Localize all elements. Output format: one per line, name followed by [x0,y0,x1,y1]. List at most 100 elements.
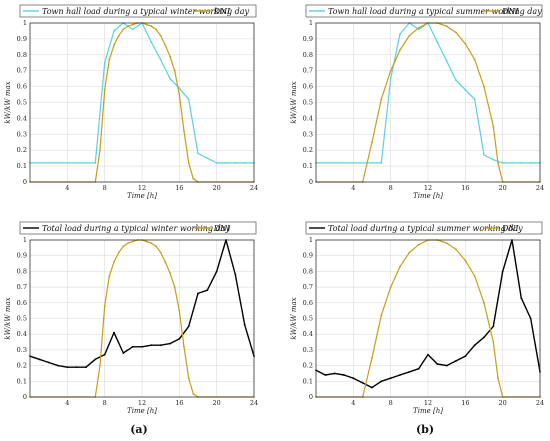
y-tick-label: 0.9 [303,35,313,43]
data-point [117,34,120,37]
data-point [113,44,115,47]
y-tick-label: 0.1 [17,377,27,385]
data-point [464,88,467,91]
data-point [187,162,190,164]
y-tick-label: 0.3 [303,346,313,354]
data-point [187,377,190,380]
y-tick-label: 0.2 [17,362,27,370]
x-tick-label: 20 [213,184,221,192]
y-tick-label: 0.1 [303,377,313,385]
x-axis-label: Time [h] [127,407,157,415]
x-tick-label: 24 [250,184,258,192]
legend-entry-1: DNI [213,7,231,16]
y-tick-label: 0 [309,178,313,186]
data-point [529,162,532,164]
data-point [520,297,523,299]
data-point [445,25,448,28]
data-point [169,77,171,80]
data-point [492,158,495,161]
y-tick-label: 0.7 [17,283,27,291]
x-tick-label: 12 [424,184,432,192]
x-axis-label: Time [h] [127,192,157,200]
data-point [399,49,401,51]
y-tick-label: 1 [309,236,313,244]
data-point [169,342,171,345]
y-tick-label: 0.8 [17,51,27,59]
x-tick-label: 12 [138,399,146,407]
data-point [399,374,401,376]
data-point [389,286,392,288]
x-tick-label: 24 [536,399,544,407]
y-tick-label: 0.6 [17,299,27,307]
data-point [215,162,218,164]
data-point [127,25,129,28]
data-point [117,251,120,254]
x-tick-label: 8 [103,399,107,407]
x-tick-label: 24 [250,399,258,407]
data-point [57,364,59,367]
x-tick-label: 12 [138,184,146,192]
data-point [178,338,181,340]
data-point [380,380,383,383]
data-point [85,366,87,369]
y-tick-label: 1 [309,19,313,27]
data-point [122,28,125,31]
x-tick-label: 8 [389,399,393,407]
data-point [473,344,476,347]
data-point [445,60,448,63]
data-point [371,356,373,359]
data-point [103,353,106,356]
data-point [141,345,143,348]
y-tick-label: 0.4 [303,114,313,122]
data-point [243,323,246,326]
data-point [113,261,115,263]
data-point [501,270,504,273]
x-tick-label: 4 [351,184,355,192]
y-tick-label: 0.7 [303,67,313,75]
y-tick-label: 0.5 [303,315,313,323]
data-point [408,370,411,373]
data-point [408,34,411,37]
x-tick-label: 8 [389,184,393,192]
data-point [122,245,125,248]
data-point [473,275,476,278]
y-tick-label: 0.8 [303,51,313,59]
y-tick-label: 0.6 [17,83,27,91]
data-point [169,55,171,58]
x-tick-label: 20 [499,184,507,192]
data-point [492,125,495,128]
x-tick-label: 16 [461,184,469,192]
y-axis-label: kW/kW max [4,81,12,123]
data-point [155,28,157,31]
chart-summer-town-hall: 0 0.1 0.2 0.3 0.4 0.5 0.6 0.7 0.8 0.9 1 4 8 12 16 20 24 T… [290,4,544,200]
data-point [169,272,171,274]
y-tick-label: 0.1 [17,162,27,170]
data-point [399,265,401,268]
data-point [455,248,457,251]
data-point [206,157,209,160]
data-point [75,366,78,369]
data-point [483,336,485,339]
data-point [183,345,185,348]
data-point [215,270,218,273]
y-tick-label: 0.2 [303,362,313,370]
y-tick-label: 0.3 [303,130,313,138]
legend-entry-0: Total load during a typical winter worki… [42,224,230,233]
data-point [103,305,106,307]
y-tick-label: 0.7 [17,67,27,75]
y-tick-label: 0.9 [303,252,313,260]
y-tick-label: 1 [23,236,27,244]
y-axis-label: kW/kW max [4,297,12,339]
y-tick-label: 0.4 [303,330,313,338]
data-point [389,77,392,80]
data-point [333,372,336,375]
y-tick-label: 0 [23,393,27,401]
data-point [371,386,373,389]
chart-winter-town-hall: 0 0.1 0.2 0.3 0.4 0.5 0.6 0.7 0.8 0.9 1 4 8 12 16 20 24 T… [4,4,258,200]
y-tick-label: 0.8 [303,267,313,275]
data-point [225,162,227,164]
data-point [497,377,499,380]
data-point [150,25,153,28]
data-point [127,242,129,245]
